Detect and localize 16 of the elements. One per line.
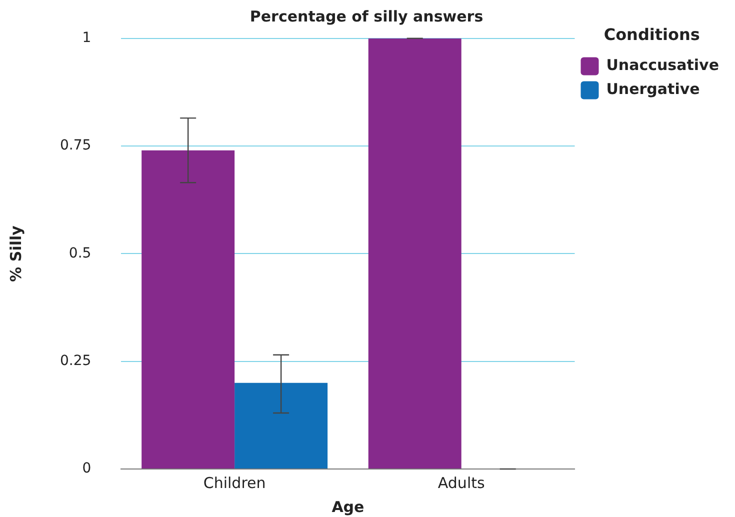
- bar: [368, 38, 462, 468]
- x-tick-label: Adults: [438, 474, 485, 492]
- bar: [234, 382, 328, 468]
- bar: [142, 150, 235, 468]
- y-tick-label: 0.5: [68, 245, 92, 262]
- legend-label: Unergative: [606, 80, 700, 98]
- y-tick-label: 1: [82, 30, 92, 46]
- x-tick-label: Children: [203, 474, 266, 492]
- x-axis-title: Age: [332, 498, 364, 516]
- legend-title: Conditions: [604, 25, 700, 44]
- y-tick-label: 0: [82, 460, 92, 477]
- y-axis-title: % Silly: [6, 225, 25, 282]
- chart-title: Percentage of silly answers: [250, 7, 484, 26]
- y-tick-label: 0.25: [60, 352, 92, 369]
- y-tick-label: 0.75: [60, 138, 92, 154]
- legend-label: Unaccusative: [606, 56, 720, 74]
